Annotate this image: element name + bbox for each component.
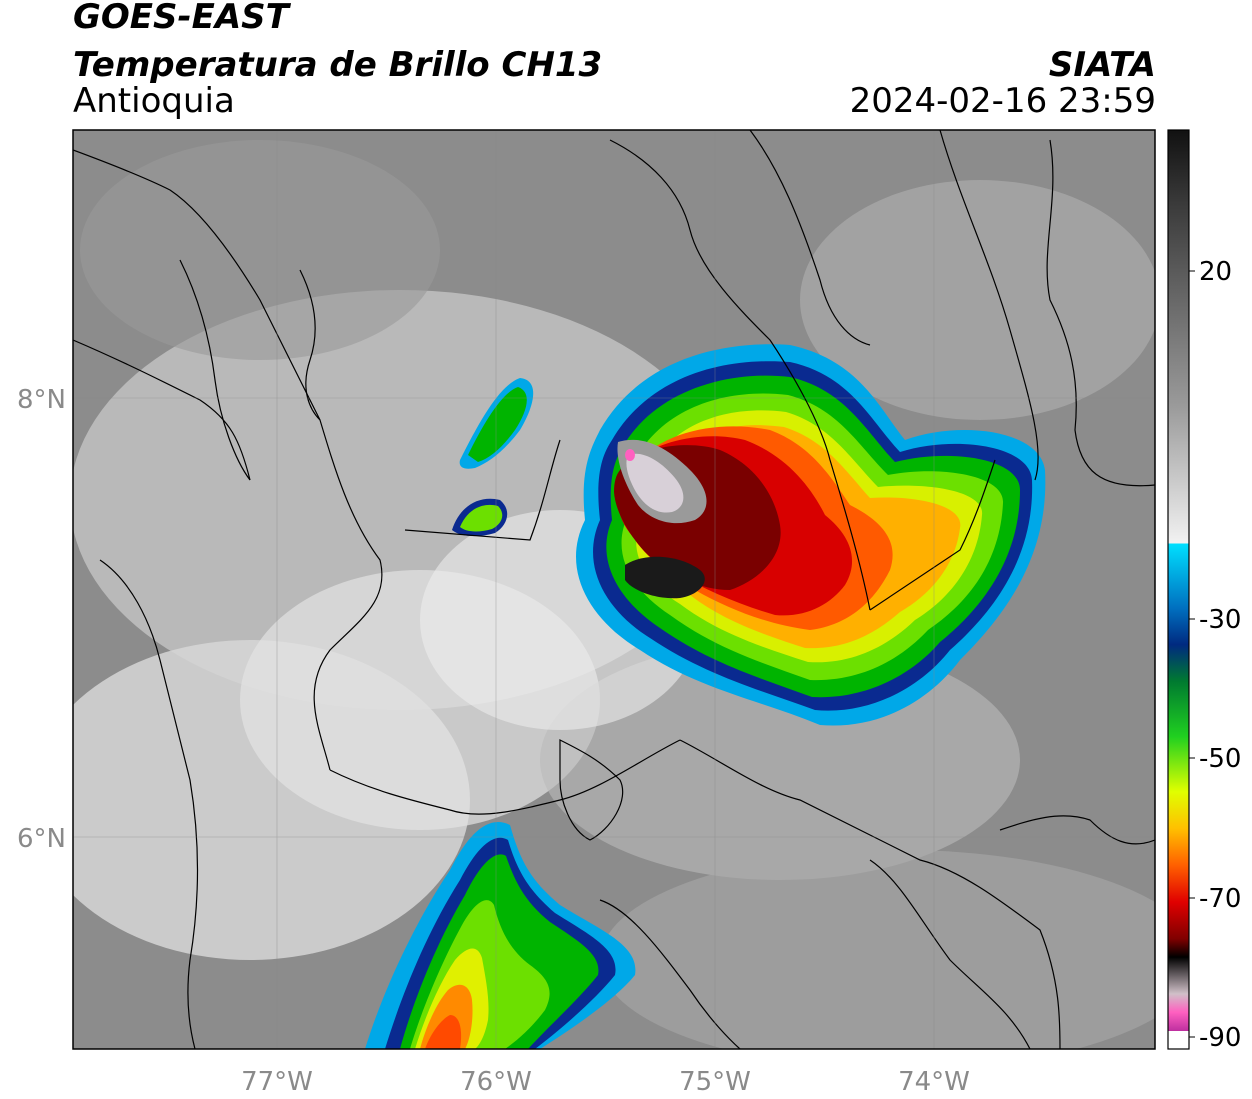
colorbar-under <box>1168 1031 1189 1049</box>
colorbar-frame <box>1167 129 1190 1050</box>
borders <box>73 130 1155 1049</box>
colorbar-tick: -50 <box>1199 744 1241 774</box>
lon-tick: 77°W <box>241 1067 313 1097</box>
colorbar-tick: 20 <box>1199 257 1232 287</box>
lat-tick: 8°N <box>17 385 66 415</box>
lon-tick: 76°W <box>460 1067 532 1097</box>
lat-tick: 6°N <box>17 824 66 854</box>
axis-labels: 77°W 76°W 75°W 74°W 8°N 6°N <box>17 385 970 1097</box>
colorbar: 20 -30 -50 -70 -90 <box>1167 129 1241 1053</box>
region-label: Antioquia <box>73 81 235 121</box>
organization-label: SIATA <box>1048 45 1156 85</box>
product-subtitle: Temperatura de Brillo CH13 <box>73 45 603 85</box>
colorbar-tick: -30 <box>1199 605 1241 635</box>
timestamp-label: 2024-02-16 23:59 <box>849 81 1156 121</box>
storm-cell-main <box>576 344 1046 726</box>
lon-tick: 74°W <box>898 1067 970 1097</box>
lon-tick: 75°W <box>679 1067 751 1097</box>
graticule <box>73 130 1155 1049</box>
colorbar-tick: -90 <box>1199 1023 1241 1053</box>
colorbar-tick: -70 <box>1199 884 1241 914</box>
storm-cell-small <box>452 378 534 537</box>
product-title: GOES-EAST <box>73 0 289 37</box>
map-frame <box>72 129 1156 1050</box>
colorbar-scale <box>1168 130 1189 1049</box>
map-canvas <box>73 130 1155 1049</box>
storm-cell-south <box>365 822 636 1049</box>
